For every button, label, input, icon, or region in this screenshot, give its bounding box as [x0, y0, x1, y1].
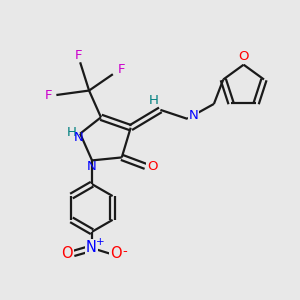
Text: F: F	[44, 88, 52, 101]
Text: O: O	[61, 246, 73, 261]
Text: -: -	[122, 245, 127, 258]
Text: H: H	[66, 126, 76, 139]
Text: F: F	[117, 63, 125, 76]
Text: F: F	[75, 49, 82, 62]
Text: N: N	[86, 240, 97, 255]
Text: O: O	[110, 246, 122, 261]
Text: O: O	[238, 50, 249, 64]
Text: N: N	[74, 131, 83, 144]
Text: +: +	[96, 237, 105, 247]
Text: N: N	[87, 160, 97, 173]
Text: H: H	[149, 94, 159, 107]
Text: N: N	[189, 109, 199, 122]
Text: O: O	[147, 160, 157, 173]
